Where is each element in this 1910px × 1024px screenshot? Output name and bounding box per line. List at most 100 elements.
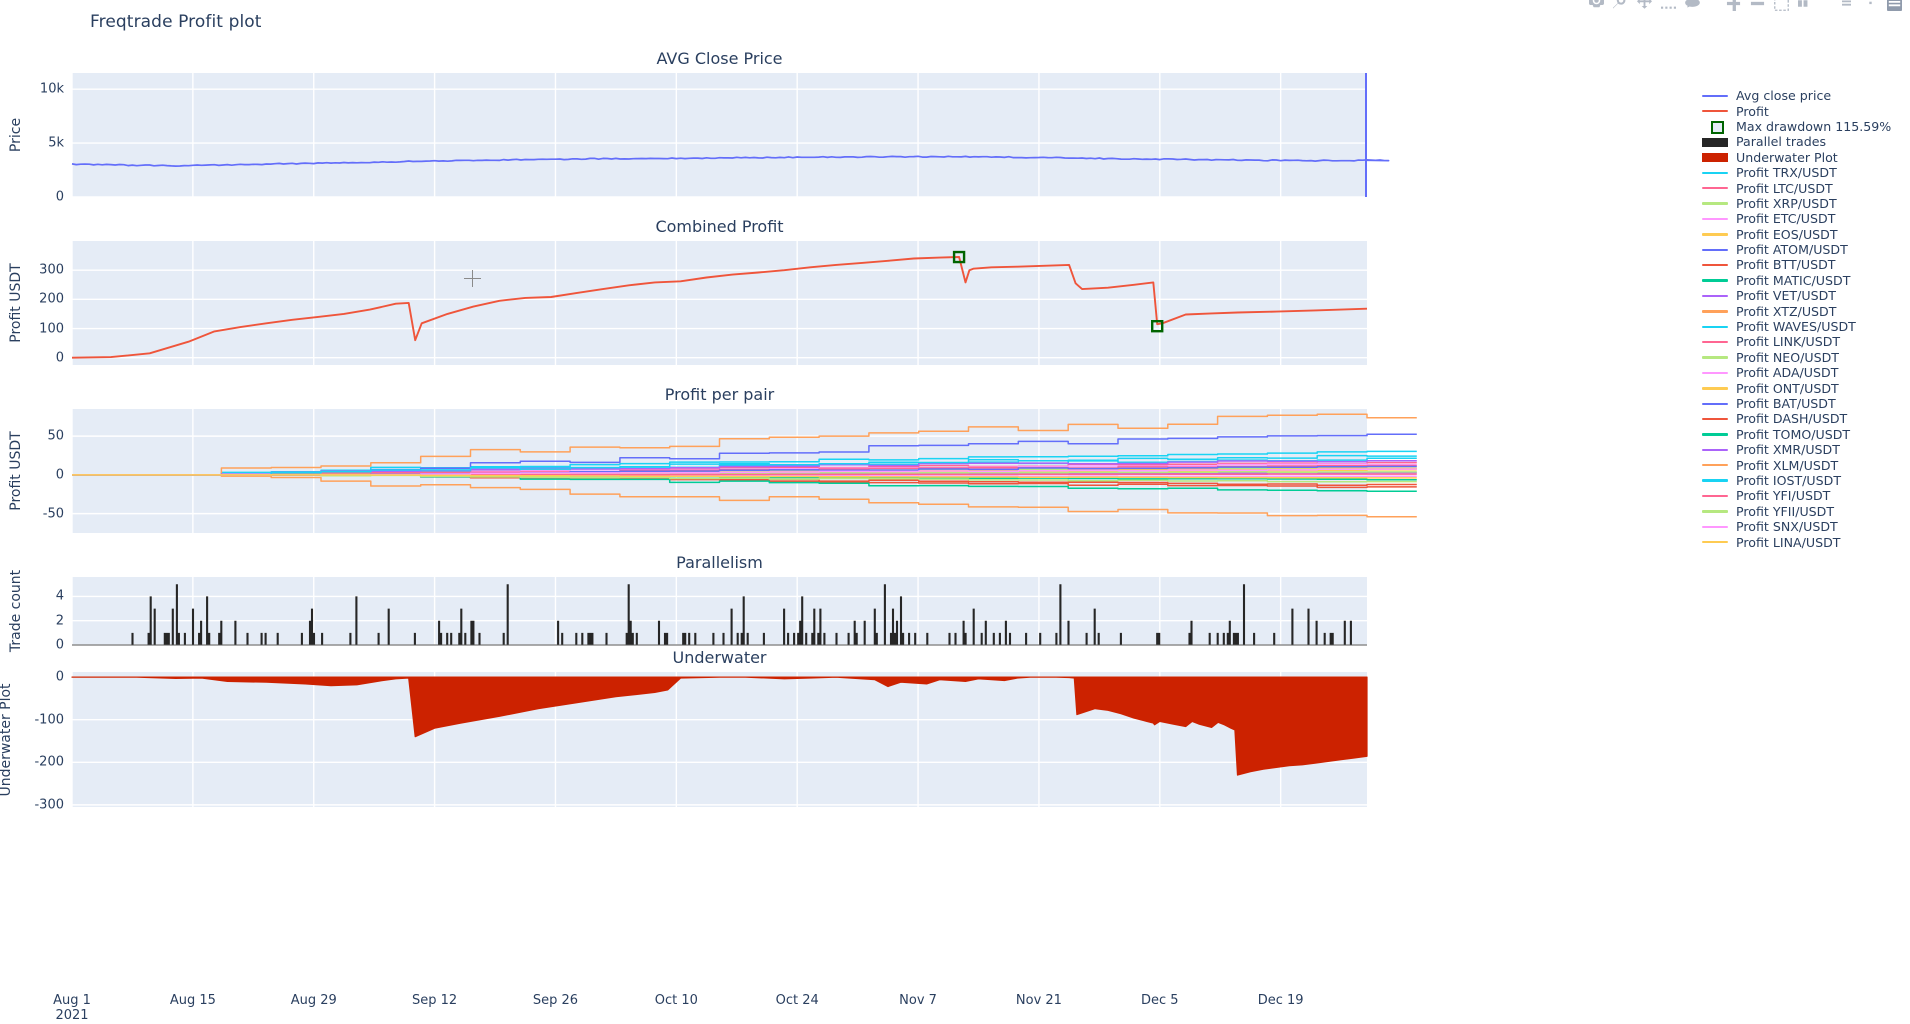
legend-item[interactable]: Profit YFI/USDT xyxy=(1700,488,1908,503)
page-title: Freqtrade Profit plot xyxy=(90,12,262,32)
legend-swatch-line-icon xyxy=(1700,258,1730,272)
series-line xyxy=(72,413,1417,518)
x-axis-tick: Sep 26 xyxy=(532,993,579,1008)
legend-item-label: Profit ONT/USDT xyxy=(1736,380,1839,396)
legend-item[interactable]: Profit LTC/USDT xyxy=(1700,180,1908,196)
legend[interactable]: Avg close price Profit Max drawdown 115.59… xyxy=(1700,88,1908,550)
autoscale-icon[interactable] xyxy=(1774,0,1789,11)
plotly-modebar[interactable] xyxy=(1589,0,1902,14)
legend-swatch-line-icon xyxy=(1700,366,1730,380)
legend-item[interactable]: Avg close price xyxy=(1700,88,1908,103)
x-axis-tick: Nov 21 xyxy=(1015,993,1062,1008)
legend-swatch-line-icon xyxy=(1700,412,1730,426)
legend-item[interactable]: Profit LINA/USDT xyxy=(1700,534,1908,550)
legend-swatch-line-icon xyxy=(1700,335,1730,349)
legend-item[interactable]: Profit BAT/USDT xyxy=(1700,396,1908,411)
legend-swatch-line-icon xyxy=(1700,504,1730,518)
legend-item[interactable]: Profit MATIC/USDT xyxy=(1700,273,1908,288)
zoom-out-icon[interactable] xyxy=(1750,0,1765,11)
toggle-spikelines-icon[interactable] xyxy=(1839,0,1854,11)
legend-item-label: Profit BTT/USDT xyxy=(1736,257,1836,273)
legend-item-label: Profit VET/USDT xyxy=(1736,288,1836,304)
hover-compare-icon[interactable] xyxy=(1863,0,1878,11)
legend-item-label: Profit TOMO/USDT xyxy=(1736,426,1851,442)
legend-item[interactable]: Profit SNX/USDT xyxy=(1700,519,1908,534)
pan-icon[interactable] xyxy=(1637,0,1652,11)
legend-item[interactable]: Profit EOS/USDT xyxy=(1700,227,1908,242)
x-axis-tick: Dec 19 xyxy=(1257,993,1304,1008)
legend-item-label: Profit BAT/USDT xyxy=(1736,396,1836,411)
legend-swatch-line-icon xyxy=(1700,227,1730,241)
series-bar xyxy=(72,584,1367,646)
subplot-title: Parallelism xyxy=(676,553,763,572)
legend-item[interactable]: Max drawdown 115.59% xyxy=(1700,119,1908,135)
legend-swatch-line-icon xyxy=(1700,289,1730,303)
legend-item[interactable]: Profit VET/USDT xyxy=(1700,288,1908,303)
plot-panel[interactable] xyxy=(72,577,1367,645)
legend-item[interactable]: Profit LINK/USDT xyxy=(1700,334,1908,349)
legend-item-label: Underwater Plot xyxy=(1736,149,1838,165)
x-axis-tick: Oct 24 xyxy=(775,993,819,1008)
plot-panel[interactable] xyxy=(72,241,1367,365)
legend-item[interactable]: Profit xyxy=(1700,103,1908,119)
legend-item[interactable]: Parallel trades xyxy=(1700,134,1908,149)
legend-item[interactable]: Profit NEO/USDT xyxy=(1700,350,1908,365)
subplot-title: Combined Profit xyxy=(655,217,784,236)
y-axis-tick: 0 xyxy=(55,669,64,685)
series-area xyxy=(71,676,1368,776)
y-axis-tick: -50 xyxy=(42,506,64,522)
legend-item-label: Profit XLM/USDT xyxy=(1736,457,1839,473)
lasso-select-icon[interactable] xyxy=(1685,0,1700,11)
y-axis-tick: 300 xyxy=(39,262,64,278)
legend-item[interactable]: Profit XTZ/USDT xyxy=(1700,303,1908,319)
legend-item[interactable]: Profit ETC/USDT xyxy=(1700,211,1908,226)
legend-swatch-line-icon xyxy=(1700,181,1730,195)
legend-item[interactable]: Profit ATOM/USDT xyxy=(1700,242,1908,257)
legend-item-label: Profit WAVES/USDT xyxy=(1736,319,1856,335)
legend-item[interactable]: Profit ADA/USDT xyxy=(1700,365,1908,380)
legend-item-label: Avg close price xyxy=(1736,88,1832,104)
legend-item-label: Profit LINA/USDT xyxy=(1736,534,1841,550)
legend-item-label: Profit IOST/USDT xyxy=(1736,472,1842,488)
legend-item[interactable]: Profit DASH/USDT xyxy=(1700,411,1908,426)
plot-panel[interactable] xyxy=(72,73,1367,197)
y-axis-tick: 100 xyxy=(39,321,64,337)
y-axis-title: Trade count xyxy=(8,569,24,653)
legend-item-label: Parallel trades xyxy=(1736,134,1827,150)
reset-axes-icon[interactable] xyxy=(1798,0,1813,11)
legend-swatch-line-icon xyxy=(1700,381,1730,395)
legend-swatch-line-icon xyxy=(1700,443,1730,457)
legend-item[interactable]: Profit XRP/USDT xyxy=(1700,196,1908,211)
legend-item[interactable]: Profit TRX/USDT xyxy=(1700,165,1908,180)
legend-item[interactable]: Profit BTT/USDT xyxy=(1700,257,1908,272)
y-axis-title: Profit USDT xyxy=(8,431,24,511)
legend-swatch-line-icon xyxy=(1700,473,1730,487)
max-drawdown-end[interactable] xyxy=(1151,319,1164,333)
hover-x-unified-icon[interactable] xyxy=(1887,0,1902,11)
zoom-in-icon[interactable] xyxy=(1726,0,1741,11)
legend-item[interactable]: Underwater Plot xyxy=(1700,150,1908,165)
legend-item[interactable]: Profit ONT/USDT xyxy=(1700,380,1908,396)
legend-item-label: Profit NEO/USDT xyxy=(1736,349,1839,365)
legend-item[interactable]: Profit XLM/USDT xyxy=(1700,457,1908,473)
subplot-title: Profit per pair xyxy=(664,385,775,404)
legend-item[interactable]: Profit YFII/USDT xyxy=(1700,504,1908,519)
y-axis-tick: 200 xyxy=(39,291,64,307)
max-drawdown-start[interactable] xyxy=(952,250,966,264)
legend-item[interactable]: Profit WAVES/USDT xyxy=(1700,319,1908,334)
legend-item[interactable]: Profit IOST/USDT xyxy=(1700,473,1908,488)
y-axis-title: Profit USDT xyxy=(8,263,24,343)
legend-item-label: Profit LTC/USDT xyxy=(1736,180,1833,196)
legend-swatch-square-icon xyxy=(1700,119,1730,135)
box-select-icon[interactable] xyxy=(1661,0,1676,11)
legend-item[interactable]: Profit XMR/USDT xyxy=(1700,442,1908,457)
zoom-icon[interactable] xyxy=(1613,0,1628,11)
x-axis-tick: Nov 7 xyxy=(899,993,937,1008)
y-axis-tick: 0 xyxy=(55,189,64,205)
legend-item-label: Profit XTZ/USDT xyxy=(1736,303,1837,319)
legend-item[interactable]: Profit TOMO/USDT xyxy=(1700,427,1908,442)
x-axis-tick: Aug 15 xyxy=(169,993,216,1008)
legend-swatch-line-icon xyxy=(1700,212,1730,226)
camera-icon[interactable] xyxy=(1589,0,1604,11)
y-axis-tick: 50 xyxy=(47,428,64,444)
